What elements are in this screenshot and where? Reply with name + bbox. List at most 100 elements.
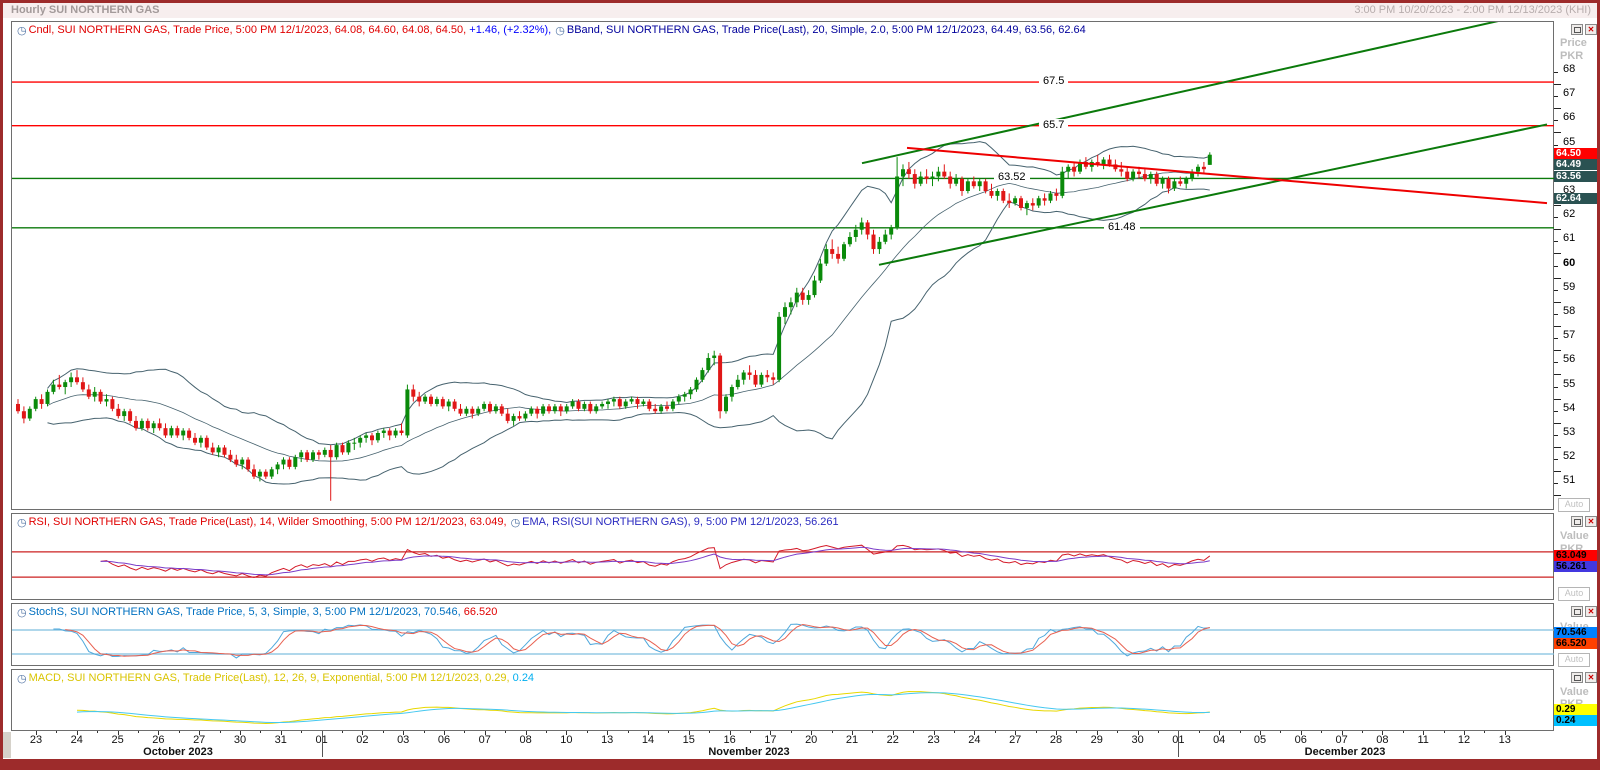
- price-minor-tick: [1554, 289, 1558, 291]
- window-titlebar: Hourly SUI NORTHERN GAS 3:00 PM 10/20/20…: [3, 3, 1597, 18]
- auto-scale-button[interactable]: Auto: [1558, 587, 1590, 601]
- macd-panel[interactable]: ◷ MACD, SUI NORTHERN GAS, Trade Price(Las…: [11, 669, 1554, 731]
- time-minor-tick: [627, 731, 629, 733]
- close-icon[interactable]: ✕: [1585, 606, 1597, 617]
- axis-badge: 63.049: [1554, 549, 1597, 561]
- price-panel[interactable]: ◷ Cndl, SUI NORTHERN GAS, Trade Price, 5:…: [11, 21, 1555, 510]
- time-minor-tick: [56, 731, 58, 733]
- time-minor-tick: [1076, 731, 1078, 733]
- time-minor-tick: [994, 731, 996, 733]
- time-tick: [1260, 731, 1261, 735]
- time-minor-tick: [1280, 731, 1282, 733]
- time-tick-label: 29: [1090, 734, 1103, 746]
- time-tick: [566, 731, 568, 735]
- clock-icon: ◷: [17, 517, 27, 529]
- axis-badge: 70.546: [1554, 627, 1597, 639]
- price-tick-label: 52: [1563, 450, 1576, 463]
- price-tick: [1554, 205, 1561, 206]
- axis-header: Value: [1560, 686, 1589, 698]
- price-minor-tick: [1554, 71, 1558, 73]
- time-minor-tick: [1321, 731, 1323, 733]
- time-tick-label: 25: [111, 734, 124, 746]
- price-minor-tick: [1554, 217, 1558, 219]
- time-minor-tick: [1198, 731, 1200, 733]
- time-tick-label: 17: [764, 734, 777, 746]
- time-tick: [76, 731, 78, 735]
- restore-icon[interactable]: [1571, 24, 1583, 35]
- clock-icon: ◷: [17, 607, 27, 619]
- time-tick: [1464, 731, 1465, 735]
- time-tick-label: 07: [1335, 734, 1348, 746]
- restore-icon[interactable]: [1571, 606, 1583, 617]
- clock-icon: ◷: [510, 517, 521, 529]
- time-minor-tick: [872, 731, 874, 733]
- time-tick: [933, 731, 935, 735]
- time-tick-label: 14: [641, 734, 655, 746]
- legend-text: EMA, RSI(SUI NORTHERN GAS), 9, 5:00 PM 1…: [522, 516, 839, 528]
- price-minor-tick: [1554, 265, 1558, 267]
- time-tick: [36, 731, 37, 735]
- time-minor-tick: [668, 731, 670, 733]
- time-tick-label: 23: [927, 734, 940, 746]
- time-tick-label: 31: [274, 734, 287, 746]
- time-tick: [607, 731, 609, 735]
- time-axis: 2324252627303101020306070810131415161720…: [3, 731, 1554, 759]
- close-icon[interactable]: ✕: [1585, 672, 1597, 683]
- price-tick-label: 65: [1563, 135, 1576, 148]
- price-tick: [1554, 350, 1561, 352]
- time-minor-tick: [1443, 731, 1445, 733]
- price-tick: [1554, 447, 1561, 448]
- price-tick-label: 68: [1563, 63, 1576, 75]
- price-tick: [1554, 229, 1561, 231]
- time-tick-label: 03: [397, 734, 410, 746]
- legend-text: +1.46, (+2.32%),: [469, 24, 555, 36]
- time-minor-tick: [382, 731, 384, 733]
- close-icon[interactable]: ✕: [1585, 516, 1597, 527]
- month-label: December 2023: [1304, 746, 1386, 758]
- price-tick-label: 56: [1563, 353, 1576, 366]
- time-minor-tick: [586, 731, 588, 733]
- restore-icon[interactable]: [1571, 516, 1583, 527]
- time-tick: [1423, 731, 1425, 735]
- price-tick-label: 58: [1563, 305, 1576, 317]
- restore-icon[interactable]: [1571, 672, 1583, 683]
- axis-badge: 56.261: [1554, 560, 1597, 572]
- price-tick-label: 51: [1563, 474, 1576, 487]
- time-tick: [688, 731, 690, 735]
- legend-text: StochS, SUI NORTHERN GAS, Trade Price, 5…: [28, 606, 464, 618]
- rsi-panel[interactable]: ◷ RSI, SUI NORTHERN GAS, Trade Price(Last…: [11, 513, 1555, 600]
- time-tick-label: 22: [886, 734, 899, 746]
- time-tick: [852, 731, 853, 735]
- time-tick-label: 11: [1417, 734, 1429, 746]
- auto-scale-button[interactable]: Auto: [1558, 653, 1590, 667]
- time-minor-tick: [831, 731, 833, 733]
- time-minor-tick: [178, 731, 180, 733]
- time-tick-label: 08: [1376, 734, 1389, 746]
- level-label-61.48: 61.48: [1104, 220, 1140, 233]
- close-icon[interactable]: ✕: [1585, 24, 1597, 35]
- time-minor-tick: [1117, 731, 1119, 733]
- legend-text: 66.520: [463, 606, 498, 618]
- time-tick-label: 26: [152, 734, 165, 746]
- axis-header: PKR: [1560, 50, 1584, 62]
- month-separator: [1178, 731, 1180, 757]
- stochastic-panel[interactable]: ◷ StochS, SUI NORTHERN GAS, Trade Price, …: [11, 603, 1555, 666]
- time-minor-tick: [1158, 731, 1159, 733]
- time-tick-label: 05: [1253, 734, 1267, 746]
- time-tick: [1504, 731, 1506, 735]
- time-tick-label: 12: [1457, 734, 1471, 746]
- price-tick: [1554, 398, 1561, 400]
- time-tick-label: 06: [437, 734, 451, 746]
- time-minor-tick: [464, 731, 466, 733]
- legend-text: Cndl, SUI NORTHERN GAS, Trade Price, 5:0…: [28, 24, 470, 36]
- time-tick: [729, 731, 731, 735]
- time-minor-tick: [709, 731, 711, 733]
- time-tick-label: 07: [478, 734, 491, 746]
- indicator-legend: ◷ RSI, SUI NORTHERN GAS, Trade Price(Last…: [16, 516, 839, 529]
- price-tick: [1554, 108, 1561, 110]
- auto-scale-button[interactable]: Auto: [1558, 498, 1590, 512]
- time-tick: [240, 731, 241, 735]
- axis-header: Value: [1560, 530, 1589, 542]
- price-minor-tick: [1554, 434, 1558, 436]
- value-axis-column: ✕PricePKR6867666564636261605958575655545…: [1554, 18, 1597, 759]
